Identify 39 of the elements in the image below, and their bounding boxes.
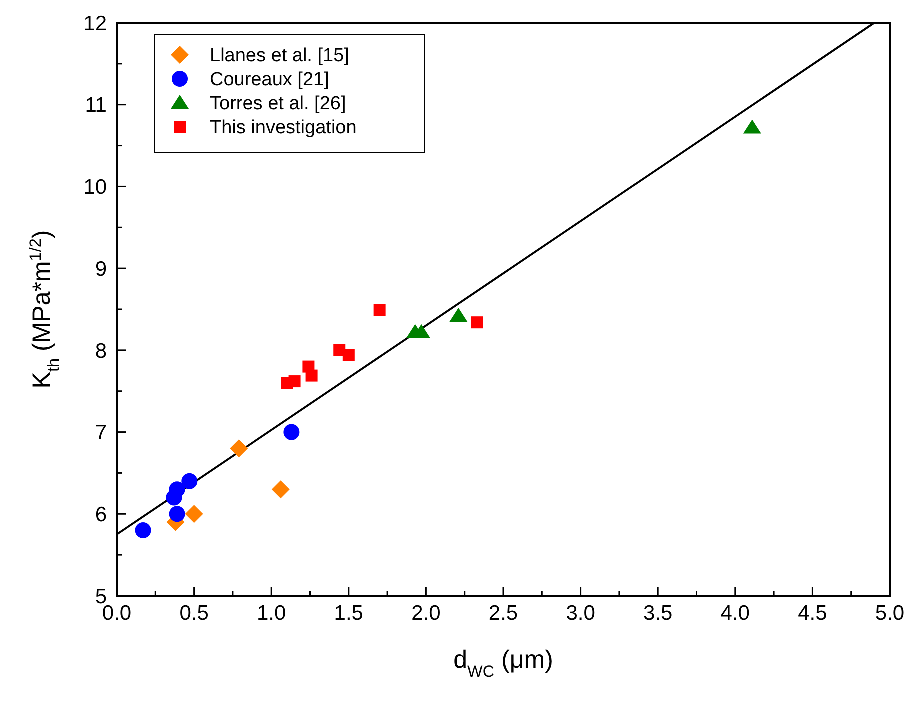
x-tick-label: 0.0 — [102, 602, 132, 625]
legend-label: Torres et al. [26] — [210, 94, 346, 115]
x-tick-label: 2.5 — [488, 602, 518, 625]
y-tick-label: 6 — [95, 503, 107, 526]
x-tick-label: 4.0 — [720, 602, 750, 625]
point — [471, 316, 484, 329]
legend-label: This investigation — [210, 118, 357, 139]
x-tick-label: 1.0 — [257, 602, 286, 625]
x-tick-label: 2.0 — [412, 602, 441, 625]
point — [230, 440, 248, 458]
y-tick-label: 8 — [95, 340, 107, 363]
point — [412, 324, 431, 338]
y-tick-label: 11 — [85, 94, 107, 118]
y-tick-label: 9 — [95, 258, 107, 281]
x-tick-label: 3.5 — [644, 602, 673, 625]
x-tick-label: 3.0 — [566, 602, 596, 625]
point — [182, 473, 198, 490]
point — [306, 370, 318, 382]
point — [169, 482, 186, 498]
y-tick-label: 12 — [84, 12, 107, 36]
point — [374, 304, 386, 316]
point — [185, 505, 204, 524]
point — [169, 506, 186, 522]
point — [135, 522, 152, 539]
point — [342, 349, 355, 362]
x-axis-title: d$_{WC}$ (μm) — [454, 646, 554, 681]
legend-label: Coureaux [21] — [210, 70, 330, 91]
point — [288, 376, 301, 388]
point — [450, 308, 468, 322]
legend-label: Llanes et al. [15] — [210, 46, 350, 67]
y-tick-label: 7 — [95, 422, 107, 445]
point — [743, 120, 762, 134]
point — [272, 480, 290, 499]
x-tick-label: 4.5 — [798, 602, 828, 625]
point — [284, 424, 300, 440]
y-tick-label: 10 — [84, 176, 107, 200]
x-tick-label: 1.5 — [334, 602, 364, 625]
x-tick-label: 5.0 — [875, 602, 905, 625]
x-tick-label: 0.5 — [180, 602, 209, 625]
